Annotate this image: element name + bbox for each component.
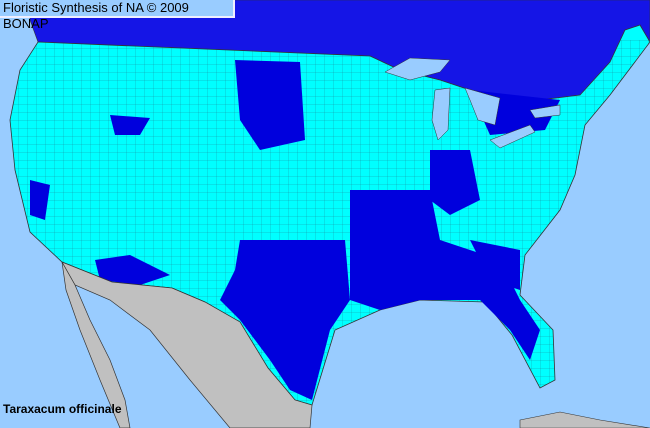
- lake-michigan: [431, 87, 451, 141]
- patch-idaho: [110, 115, 150, 135]
- lake-superior: [384, 57, 451, 81]
- patch-southwest: [95, 255, 170, 285]
- patch-south: [350, 190, 540, 360]
- mexico-region: [61, 261, 313, 428]
- lake-huron: [464, 87, 501, 126]
- patch-plains: [235, 60, 305, 150]
- map-title: Floristic Synthesis of NA © 2009 BONAP: [0, 0, 235, 31]
- patch-texas: [220, 240, 350, 400]
- patch-california: [30, 180, 50, 220]
- lake-erie: [489, 124, 536, 149]
- cuba: [519, 411, 650, 428]
- great-lakes: [384, 57, 561, 149]
- species-name: Taraxacum officinale: [3, 402, 122, 416]
- patch-southeast: [470, 240, 520, 290]
- county-presence-patches: [30, 60, 560, 400]
- lake-ontario: [529, 104, 561, 119]
- baja-california: [61, 261, 131, 428]
- patch-ohio-valley: [430, 150, 480, 215]
